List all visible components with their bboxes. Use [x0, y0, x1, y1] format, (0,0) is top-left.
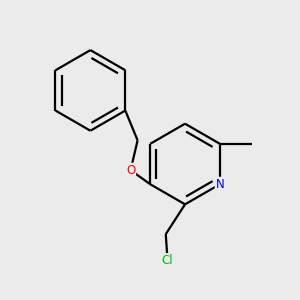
Text: O: O	[126, 164, 135, 177]
Text: N: N	[216, 178, 224, 191]
Text: Cl: Cl	[162, 254, 173, 267]
